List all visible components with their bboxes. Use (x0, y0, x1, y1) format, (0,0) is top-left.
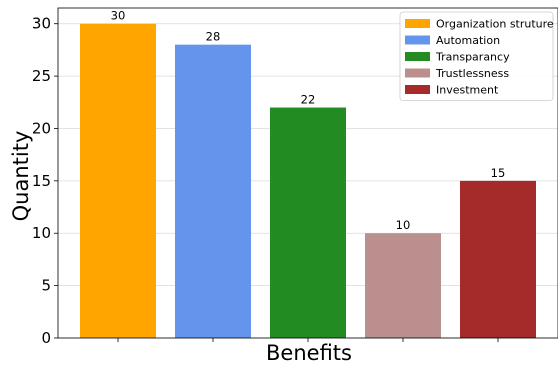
data-labels: 30 28 22 10 15 (111, 9, 506, 233)
data-label: 22 (301, 93, 316, 107)
data-label: 15 (491, 166, 506, 180)
bar-trustlessness (365, 233, 441, 338)
bar-automation (175, 44, 251, 339)
legend-swatch (405, 68, 430, 78)
bars (80, 23, 536, 339)
data-label: 10 (396, 218, 411, 232)
y-tick-label: 30 (32, 15, 51, 33)
y-axis-ticks: 0 5 10 15 20 25 30 (32, 15, 58, 347)
legend-label: Trustlessness (435, 67, 509, 80)
y-tick-label: 20 (32, 119, 51, 137)
y-tick-label: 10 (32, 224, 51, 242)
legend-swatch (405, 85, 430, 94)
y-axis-label: Quantity (9, 131, 33, 222)
y-tick-label: 0 (41, 329, 51, 347)
y-tick-label: 5 (41, 277, 51, 295)
x-axis-label: Benefits (266, 341, 352, 365)
legend-label: Investment (436, 84, 499, 97)
legend-label: Organization struture (436, 18, 554, 31)
y-tick-label: 25 (32, 67, 51, 85)
data-label: 28 (206, 30, 221, 44)
legend-swatch (405, 35, 430, 45)
legend-label: Automation (436, 34, 500, 47)
bar-transparancy (270, 107, 346, 339)
data-label: 30 (111, 9, 126, 23)
bar-investment (460, 180, 536, 338)
y-tick-label: 15 (32, 172, 51, 190)
legend-box (399, 11, 554, 101)
legend-swatch (405, 52, 430, 61)
legend-label: Transparancy (435, 51, 510, 64)
legend: Organization struture Automation Transpara… (399, 11, 554, 101)
x-axis-ticks (117, 338, 499, 342)
bar-organization-struture (80, 23, 156, 338)
legend-swatch (405, 19, 430, 28)
